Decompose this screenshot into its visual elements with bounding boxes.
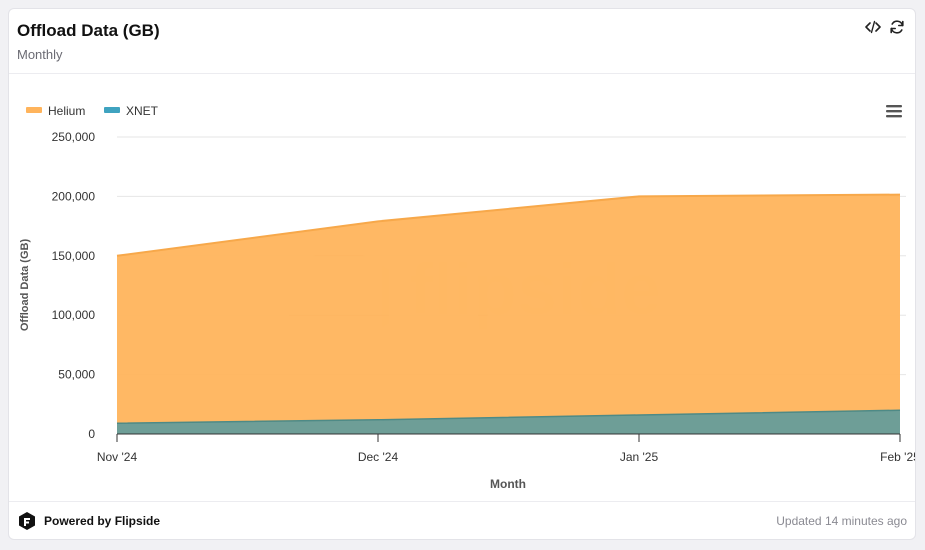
header-divider bbox=[9, 73, 915, 74]
code-icon[interactable] bbox=[865, 19, 881, 35]
powered-by[interactable]: Powered by Flipside bbox=[17, 511, 160, 531]
x-tick-label: Nov '24 bbox=[97, 450, 138, 464]
area-chart: flipside 050,000100,000150,000200,000250… bbox=[19, 104, 915, 491]
legend-item-xnet[interactable]: XNET bbox=[104, 104, 159, 118]
area-xnet bbox=[117, 410, 900, 434]
updated-timestamp: Updated 14 minutes ago bbox=[776, 514, 907, 528]
y-tick-label: 150,000 bbox=[52, 249, 96, 263]
chart-card: Offload Data (GB) Monthly flipside 050,0… bbox=[8, 8, 916, 540]
x-tick-label: Jan '25 bbox=[620, 450, 659, 464]
axes: 0 50,000 100,000 150,000 200,000 250,000 Nov '… bbox=[52, 130, 915, 464]
legend[interactable]: Helium XNET bbox=[26, 104, 159, 118]
y-tick-label: 50,000 bbox=[58, 368, 95, 382]
legend-swatch-helium bbox=[26, 107, 42, 113]
y-axis-title: Offload Data (GB) bbox=[19, 239, 31, 332]
x-tick-label: Feb '25 bbox=[880, 450, 915, 464]
footer-divider bbox=[9, 501, 915, 502]
line-xnet bbox=[116, 409, 901, 425]
chart-area: flipside 050,000100,000150,000200,000250… bbox=[9, 74, 915, 500]
series-areas bbox=[116, 193, 901, 434]
x-tick-label: Dec '24 bbox=[358, 450, 399, 464]
legend-swatch-xnet bbox=[104, 107, 120, 113]
y-tick-label: 250,000 bbox=[52, 130, 96, 144]
legend-item-helium[interactable]: Helium bbox=[26, 104, 85, 118]
legend-label-xnet: XNET bbox=[126, 104, 159, 118]
line-helium bbox=[116, 193, 901, 257]
y-tick-label: 200,000 bbox=[52, 189, 96, 203]
chart-subtitle: Monthly bbox=[17, 47, 63, 62]
flipside-logo-icon bbox=[19, 512, 35, 530]
refresh-icon[interactable] bbox=[889, 19, 905, 35]
area-helium bbox=[117, 194, 900, 424]
header-actions bbox=[865, 19, 905, 35]
x-axis-title: Month bbox=[490, 477, 526, 491]
powered-by-label: Powered by Flipside bbox=[44, 514, 161, 528]
chart-title: Offload Data (GB) bbox=[17, 21, 160, 40]
y-tick-label: 100,000 bbox=[52, 308, 96, 322]
y-tick-label: 0 bbox=[88, 427, 95, 441]
legend-label-helium: Helium bbox=[48, 104, 85, 118]
chart-menu-icon[interactable] bbox=[886, 105, 902, 118]
